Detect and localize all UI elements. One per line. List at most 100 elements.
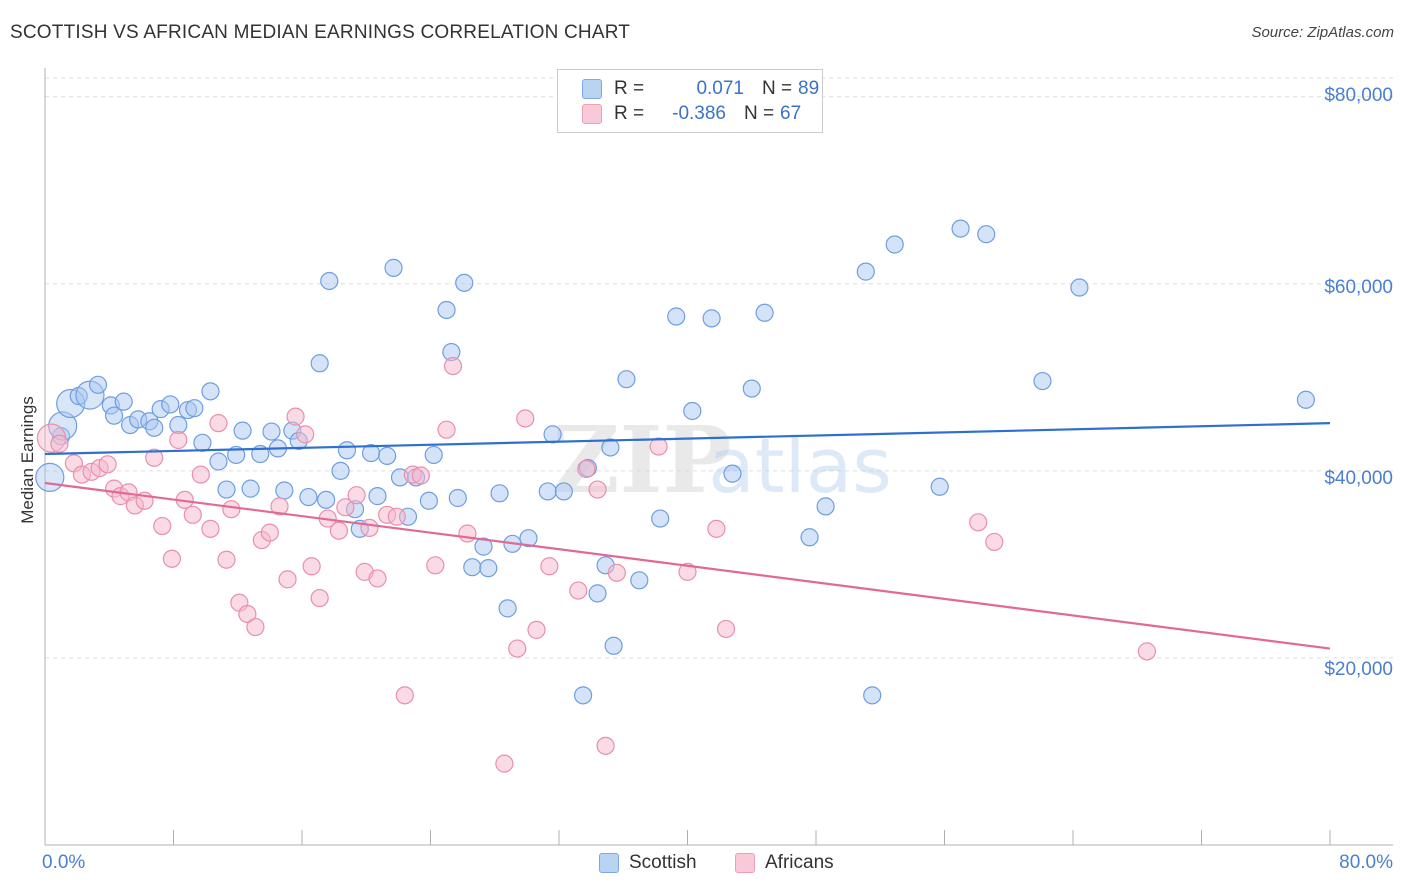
scottish-point bbox=[331, 461, 350, 480]
scottish-point bbox=[863, 686, 882, 705]
scottish-point bbox=[617, 370, 636, 389]
y-tick-60000: $60,000 bbox=[1324, 277, 1393, 298]
africans-point bbox=[209, 414, 228, 433]
africans-point bbox=[153, 516, 172, 536]
scottish-point bbox=[299, 487, 318, 507]
scottish-swatch bbox=[582, 79, 602, 99]
scottish-point bbox=[885, 235, 904, 254]
africans-point bbox=[238, 604, 257, 624]
scottish-point bbox=[241, 479, 260, 498]
africans-point bbox=[588, 480, 607, 499]
scottish-point bbox=[145, 418, 164, 437]
y-tick-80000: $80,000 bbox=[1324, 85, 1393, 106]
scottish-point bbox=[573, 686, 593, 705]
legend-row-scottish: R = 0.071 N = 89 bbox=[582, 77, 819, 101]
scottish-point bbox=[723, 464, 742, 483]
watermark: ZIP atlas bbox=[552, 406, 892, 514]
scottish-point bbox=[463, 558, 482, 577]
chart-title: SCOTTISH VS AFRICAN MEDIAN EARNINGS CORR… bbox=[10, 22, 631, 43]
africans-point bbox=[508, 639, 527, 658]
scottish-point bbox=[262, 422, 281, 441]
scottish-legend-swatch bbox=[599, 853, 619, 873]
africans-point bbox=[577, 459, 596, 479]
scottish-point bbox=[88, 375, 108, 394]
africans-point bbox=[260, 523, 279, 542]
scottish-point bbox=[437, 300, 456, 320]
africans-point bbox=[201, 519, 220, 538]
scottish-point bbox=[630, 571, 649, 590]
trend-lines bbox=[44, 422, 1331, 650]
africans-point bbox=[540, 557, 559, 576]
scottish-point bbox=[368, 487, 387, 506]
africans-point bbox=[395, 686, 414, 705]
legend-n-label: N = bbox=[762, 78, 793, 99]
scottish-point bbox=[667, 307, 686, 326]
africans-point bbox=[495, 754, 514, 773]
watermark-zip: ZIP bbox=[552, 406, 731, 514]
africans-swatch bbox=[582, 104, 602, 124]
legend-r-label: R = bbox=[614, 103, 645, 124]
africans-point bbox=[678, 562, 697, 581]
africans-point bbox=[336, 498, 355, 517]
scottish-point bbox=[35, 462, 65, 493]
scottish-point bbox=[742, 379, 761, 398]
africans-point bbox=[222, 500, 241, 519]
africans-point bbox=[302, 557, 321, 576]
scottish-point bbox=[419, 491, 438, 510]
scottish-point bbox=[337, 441, 357, 460]
africans-point bbox=[50, 434, 69, 453]
africans-point bbox=[527, 620, 546, 639]
scottish-point bbox=[316, 490, 336, 509]
africans-point bbox=[443, 356, 463, 376]
scottish-point bbox=[1296, 390, 1316, 409]
africans-point bbox=[169, 430, 188, 450]
scottish-point bbox=[455, 273, 474, 292]
scottish-point bbox=[233, 421, 252, 440]
africans-trend-line bbox=[44, 481, 1331, 650]
africans-point bbox=[191, 465, 210, 484]
legend-n-value: 67 bbox=[780, 103, 802, 124]
africans-point bbox=[347, 486, 366, 505]
africans-point bbox=[246, 617, 265, 637]
scottish-point bbox=[217, 480, 236, 499]
scottish-point bbox=[474, 537, 493, 556]
scottish-point bbox=[1033, 371, 1052, 391]
scottish-point bbox=[490, 484, 509, 503]
africans-point bbox=[437, 420, 456, 439]
africans-legend-swatch bbox=[735, 853, 755, 873]
scottish-point bbox=[209, 452, 228, 471]
scottish-point bbox=[161, 395, 180, 414]
africans-point bbox=[296, 425, 315, 444]
scottish-point bbox=[601, 438, 620, 457]
scottish-point bbox=[114, 392, 133, 411]
africans-point bbox=[145, 448, 164, 467]
scottish-point bbox=[519, 529, 538, 548]
legend-item-africans[interactable]: Africans bbox=[735, 852, 834, 874]
scottish-point bbox=[227, 445, 246, 465]
africans-point bbox=[985, 532, 1004, 552]
legend-row-africans: R = -0.386 N = 67 bbox=[582, 102, 801, 126]
legend-n-label: N = bbox=[744, 103, 775, 124]
axes bbox=[44, 68, 1393, 846]
africans-point bbox=[716, 619, 736, 639]
scottish-point bbox=[816, 497, 835, 516]
scottish-point bbox=[588, 584, 607, 603]
africans-point bbox=[360, 518, 379, 538]
legend-r-value: -0.386 bbox=[672, 103, 726, 124]
scottish-point bbox=[538, 482, 557, 501]
africans-point bbox=[458, 524, 477, 543]
scottish-point bbox=[800, 528, 819, 547]
scottish-point bbox=[275, 481, 294, 500]
x-tick-min: 0.0% bbox=[42, 852, 86, 873]
africans-point bbox=[426, 556, 445, 575]
africans-point bbox=[329, 521, 349, 540]
scottish-point bbox=[424, 445, 443, 465]
scottish-point bbox=[856, 262, 875, 281]
africans-point bbox=[387, 507, 406, 526]
scottish-point bbox=[193, 433, 212, 452]
africans-point bbox=[596, 736, 615, 755]
scottish-point bbox=[543, 425, 562, 444]
africans-point bbox=[707, 519, 726, 538]
legend-item-scottish[interactable]: Scottish bbox=[599, 852, 697, 874]
